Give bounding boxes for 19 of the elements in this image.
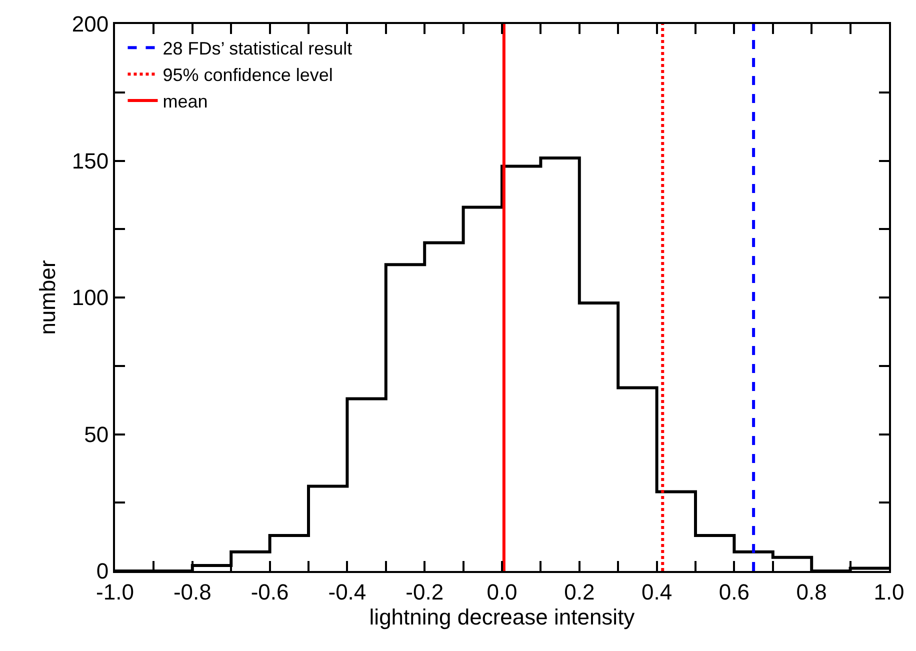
x-tick-label: 0.2 — [564, 579, 595, 604]
legend-label: 28 FDs’ statistical result — [162, 38, 352, 59]
y-axis-title: number — [35, 260, 60, 335]
x-tick-label: 1.0 — [874, 579, 904, 604]
x-tick-label: 0.6 — [718, 579, 750, 604]
y-tick-label: 100 — [72, 285, 109, 310]
y-tick-label: 50 — [84, 422, 109, 447]
legend-label: mean — [162, 91, 208, 112]
x-tick-label: 0.0 — [486, 579, 518, 604]
x-tick-label: -0.2 — [406, 579, 444, 604]
y-tick-label: 150 — [72, 148, 109, 174]
x-tick-label: 0.4 — [642, 579, 672, 604]
y-tick-label: 200 — [72, 12, 109, 37]
x-tick-label: 0.8 — [796, 579, 827, 604]
legend-label: 95% confidence level — [162, 65, 333, 86]
x-axis-title: lightning decrease intensity — [369, 604, 635, 630]
x-tick-label: -0.8 — [173, 579, 212, 604]
x-tick-label: -0.6 — [250, 579, 289, 604]
x-tick-label: -0.4 — [328, 579, 366, 604]
